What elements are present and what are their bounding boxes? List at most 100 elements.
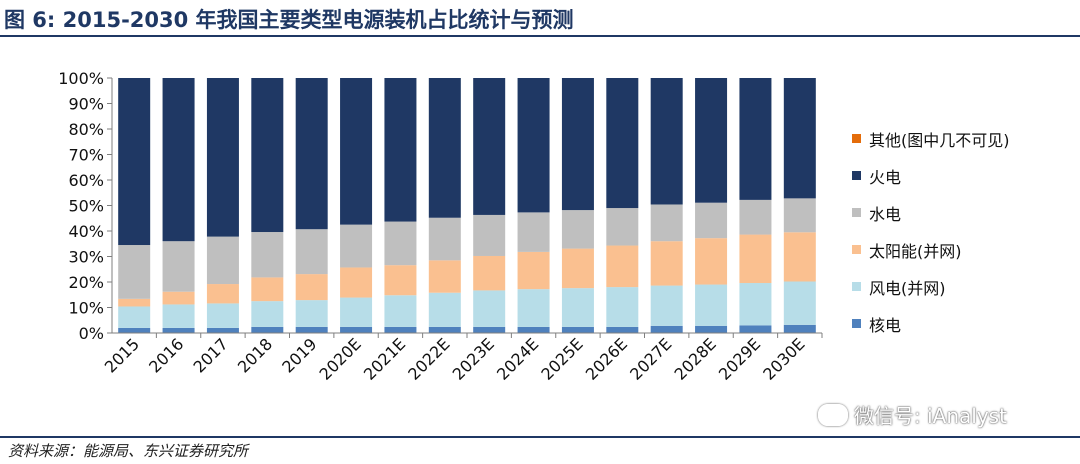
bar-segment	[695, 202, 728, 239]
y-tick-label: 80%	[68, 120, 104, 139]
bar-segment	[251, 301, 284, 327]
bar-segment	[606, 245, 639, 288]
bar-segment	[739, 234, 772, 284]
wechat-icon	[818, 404, 848, 426]
bar-segment	[517, 212, 550, 252]
bar-segment	[739, 199, 772, 235]
bar-segment	[206, 327, 239, 333]
watermark: 微信号: iAnalyst	[818, 400, 1007, 429]
y-tick-label: 100%	[58, 69, 104, 88]
x-tick-label: 2020E	[316, 334, 365, 383]
y-tick-label: 20%	[68, 273, 104, 292]
bar-segment	[295, 78, 328, 230]
bar-segment	[251, 277, 284, 302]
bar-segment	[428, 292, 461, 327]
y-tick-label: 0%	[79, 324, 104, 343]
bar-segment	[206, 303, 239, 328]
legend-label: 风电(并网)	[869, 278, 946, 298]
bar-segment	[162, 241, 195, 292]
bar-segment	[561, 210, 594, 249]
legend-swatch	[852, 208, 861, 217]
bar-segment	[384, 221, 417, 266]
bar-segment	[783, 232, 816, 282]
y-tick-label: 10%	[68, 299, 104, 318]
chart-title: 图 6: 2015-2030 年我国主要类型电源装机占比统计与预测	[4, 8, 574, 32]
bar-segment	[384, 78, 417, 222]
x-tick-label: 2028E	[671, 334, 720, 383]
legend-item: 核电	[852, 305, 1010, 342]
y-tick-label: 30%	[68, 248, 104, 267]
x-tick-label: 2030E	[759, 334, 808, 383]
bar-segment	[473, 290, 506, 327]
title-rule	[0, 35, 1080, 37]
bar-segment	[162, 304, 195, 328]
bar-segment	[118, 78, 151, 246]
x-tick-label: 2029E	[715, 334, 764, 383]
bar-segment	[428, 260, 461, 293]
bar-segment	[340, 297, 373, 327]
bar-segment	[428, 326, 461, 333]
legend-item: 太阳能(并网)	[852, 231, 1010, 268]
bar-segment	[251, 78, 284, 233]
x-tick-label: 2018	[234, 334, 276, 376]
x-tick-label: 2021E	[360, 334, 409, 383]
bar-segment	[695, 238, 728, 285]
x-tick-label: 2022E	[404, 334, 453, 383]
bar-segment	[783, 324, 816, 333]
bar-segment	[340, 267, 373, 298]
bar-segment	[517, 251, 550, 290]
bar-segment	[118, 306, 151, 328]
bar-segment	[206, 78, 239, 237]
bar-segment	[428, 217, 461, 261]
legend-item: 其他(图中几不可见)	[852, 120, 1010, 157]
bar-segment	[473, 214, 506, 256]
x-tick-label: 2026E	[582, 334, 631, 383]
x-tick-label: 2025E	[537, 334, 586, 383]
legend-swatch	[852, 171, 861, 180]
x-tick-label: 2016	[145, 334, 187, 376]
bar-segment	[384, 326, 417, 333]
y-tick-label: 50%	[68, 197, 104, 216]
legend-item: 风电(并网)	[852, 268, 1010, 305]
bar-segment	[695, 325, 728, 333]
bar-segment	[517, 326, 550, 333]
bar-segment	[606, 287, 639, 327]
y-tick-label: 90%	[68, 95, 104, 114]
y-tick-label: 60%	[68, 171, 104, 190]
bar-segment	[295, 300, 328, 327]
y-tick-label: 70%	[68, 146, 104, 165]
legend-label: 水电	[869, 204, 902, 224]
source-rule	[0, 436, 1080, 438]
bar-segment	[739, 78, 772, 200]
bar-segment	[295, 229, 328, 275]
bar-segment	[340, 326, 373, 333]
bar-segment	[650, 204, 683, 242]
bar-segment	[517, 289, 550, 327]
bar-segment	[739, 283, 772, 326]
legend-swatch	[852, 319, 861, 328]
bar-segment	[118, 298, 151, 307]
bar-segment	[783, 78, 816, 199]
bar-segment	[384, 295, 417, 327]
chart-legend: 其他(图中几不可见) 火电水电太阳能(并网) 风电(并网) 核电	[852, 120, 1010, 342]
bar-segment	[606, 208, 639, 246]
bar-segment	[473, 326, 506, 333]
bar-segment	[650, 285, 683, 326]
bar-segment	[428, 78, 461, 218]
legend-label: 其他(图中几不可见)	[869, 130, 1010, 150]
bar-segment	[206, 236, 239, 285]
bar-segment	[650, 241, 683, 286]
legend-item: 火电	[852, 157, 1010, 194]
y-tick-label: 40%	[68, 222, 104, 241]
source-note: 资料来源：能源局、东兴证券研究所	[8, 442, 249, 460]
x-tick-label: 2024E	[493, 334, 542, 383]
bar-segment	[695, 78, 728, 203]
legend-item: 水电	[852, 194, 1010, 231]
legend-swatch	[852, 245, 861, 254]
bar-segment	[561, 326, 594, 333]
bar-segment	[517, 78, 550, 213]
bar-segment	[783, 198, 816, 233]
watermark-text: 微信号: iAnalyst	[854, 404, 1007, 428]
bar-segment	[251, 326, 284, 333]
bar-segment	[650, 325, 683, 333]
